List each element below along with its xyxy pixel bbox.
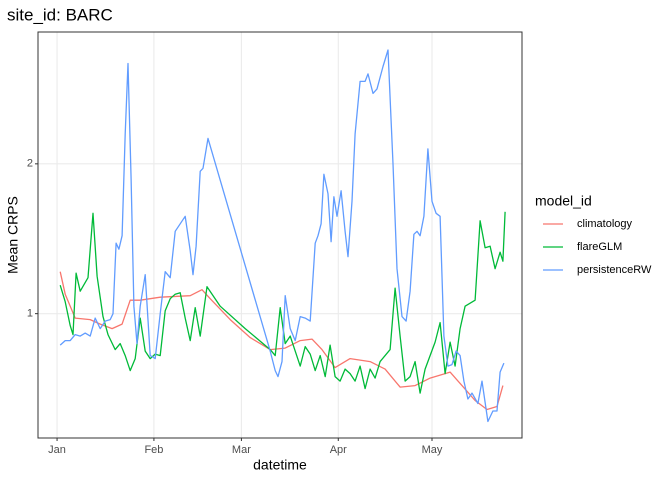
chart-title: site_id: BARC [7,5,113,24]
grid [38,32,522,438]
x-tick-label: Feb [144,444,163,456]
x-tick-label: May [422,444,443,456]
legend-label: flareGLM [577,241,622,253]
legend-label: climatology [577,218,633,230]
plot-panel [38,32,522,438]
x-tick-label: Mar [232,444,251,456]
x-tick-label: Apr [330,444,347,456]
series-line [59,271,504,411]
x-axis-label: datetime [253,457,307,473]
legend: climatology flareGLM persistenceRW [541,214,652,280]
y-tick-label: 2 [27,158,33,170]
panel-border [37,31,523,439]
y-tick-label: 1 [27,308,33,320]
plot-lines [59,49,506,423]
axes: 1 2 Jan Feb Mar Apr May [27,31,523,456]
legend-label: persistenceRW [577,264,652,276]
x-tick-label: Jan [48,444,66,456]
series-line [59,211,506,394]
y-axis-label: Mean CRPS [5,196,21,274]
series-line [59,49,505,423]
legend-title: model_id [535,193,592,209]
